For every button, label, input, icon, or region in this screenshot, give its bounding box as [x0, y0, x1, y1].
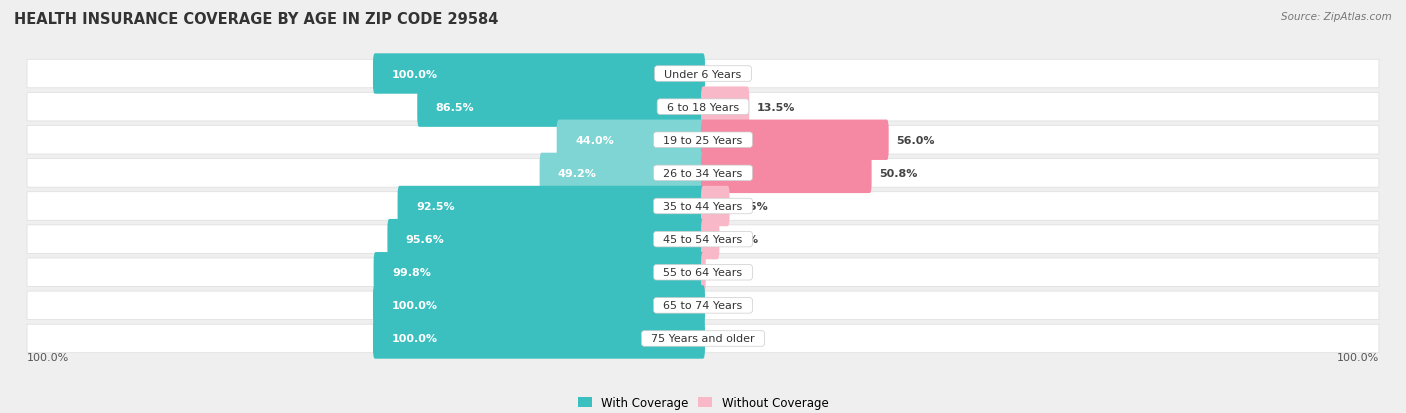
Text: 45 to 54 Years: 45 to 54 Years — [657, 235, 749, 244]
Text: 100.0%: 100.0% — [391, 301, 437, 311]
Text: 86.5%: 86.5% — [436, 102, 474, 112]
FancyBboxPatch shape — [27, 259, 1379, 287]
FancyBboxPatch shape — [388, 219, 704, 260]
FancyBboxPatch shape — [27, 126, 1379, 154]
FancyBboxPatch shape — [702, 186, 730, 227]
FancyBboxPatch shape — [702, 219, 720, 260]
Text: 100.0%: 100.0% — [391, 69, 437, 79]
Text: 26 to 34 Years: 26 to 34 Years — [657, 169, 749, 178]
Text: 75 Years and older: 75 Years and older — [644, 334, 762, 344]
FancyBboxPatch shape — [27, 292, 1379, 320]
FancyBboxPatch shape — [373, 285, 704, 326]
Text: 6 to 18 Years: 6 to 18 Years — [659, 102, 747, 112]
FancyBboxPatch shape — [398, 186, 704, 227]
Text: 19 to 25 Years: 19 to 25 Years — [657, 135, 749, 145]
FancyBboxPatch shape — [27, 159, 1379, 188]
Legend: With Coverage, Without Coverage: With Coverage, Without Coverage — [572, 392, 834, 413]
Text: 100.0%: 100.0% — [1337, 352, 1379, 363]
FancyBboxPatch shape — [418, 87, 704, 128]
FancyBboxPatch shape — [702, 252, 706, 293]
FancyBboxPatch shape — [702, 87, 749, 128]
FancyBboxPatch shape — [27, 325, 1379, 353]
FancyBboxPatch shape — [27, 192, 1379, 221]
Text: 50.8%: 50.8% — [880, 169, 918, 178]
Text: HEALTH INSURANCE COVERAGE BY AGE IN ZIP CODE 29584: HEALTH INSURANCE COVERAGE BY AGE IN ZIP … — [14, 12, 499, 27]
FancyBboxPatch shape — [702, 153, 872, 194]
Text: 65 to 74 Years: 65 to 74 Years — [657, 301, 749, 311]
Text: 92.5%: 92.5% — [416, 202, 454, 211]
Text: 99.8%: 99.8% — [392, 268, 430, 278]
Text: 100.0%: 100.0% — [391, 334, 437, 344]
Text: Source: ZipAtlas.com: Source: ZipAtlas.com — [1281, 12, 1392, 22]
Text: 95.6%: 95.6% — [406, 235, 444, 244]
Text: 100.0%: 100.0% — [27, 352, 69, 363]
Text: 7.5%: 7.5% — [738, 202, 768, 211]
Text: 56.0%: 56.0% — [897, 135, 935, 145]
Text: 4.4%: 4.4% — [727, 235, 758, 244]
FancyBboxPatch shape — [373, 318, 704, 359]
FancyBboxPatch shape — [373, 54, 704, 95]
FancyBboxPatch shape — [27, 93, 1379, 121]
Text: 0.23%: 0.23% — [714, 268, 752, 278]
Text: 35 to 44 Years: 35 to 44 Years — [657, 202, 749, 211]
FancyBboxPatch shape — [540, 153, 704, 194]
FancyBboxPatch shape — [27, 225, 1379, 254]
Text: 49.2%: 49.2% — [558, 169, 598, 178]
FancyBboxPatch shape — [27, 60, 1379, 88]
FancyBboxPatch shape — [374, 252, 704, 293]
Text: 44.0%: 44.0% — [575, 135, 614, 145]
Text: 13.5%: 13.5% — [756, 102, 796, 112]
Text: 55 to 64 Years: 55 to 64 Years — [657, 268, 749, 278]
FancyBboxPatch shape — [557, 120, 704, 161]
FancyBboxPatch shape — [702, 120, 889, 161]
Text: Under 6 Years: Under 6 Years — [658, 69, 748, 79]
